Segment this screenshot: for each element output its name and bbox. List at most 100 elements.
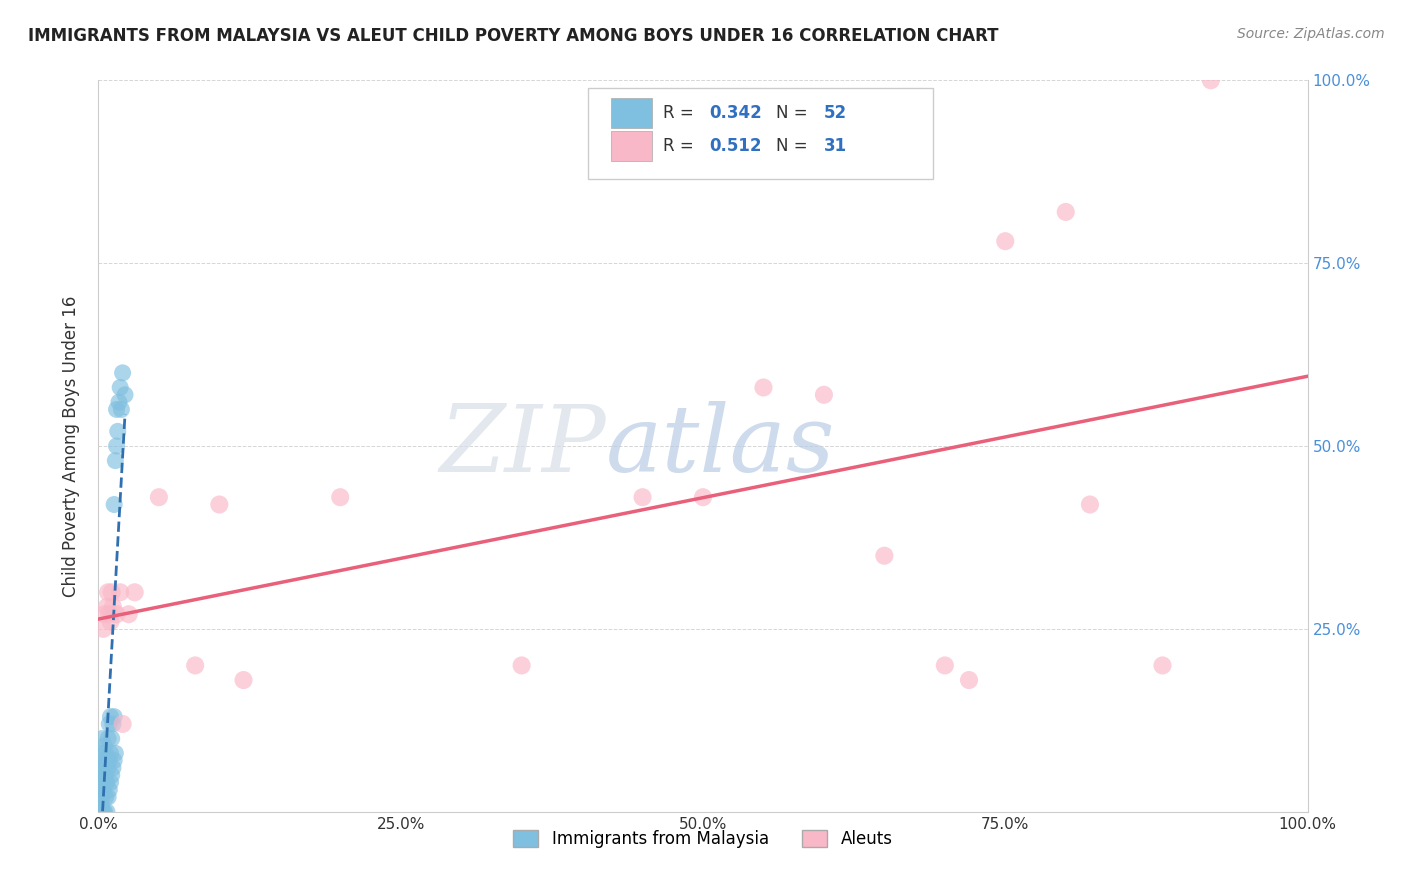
Point: [90, 782, 112, 797]
Point: [118, 607, 141, 622]
Point: [100, 585, 122, 599]
Point: [97, 585, 120, 599]
Point: [91, 782, 114, 797]
Point: [105, 607, 128, 622]
Point: [148, 490, 170, 504]
Point: [89, 790, 111, 805]
Point: [1199, 73, 1222, 87]
Point: [111, 366, 134, 380]
Point: [105, 402, 128, 417]
Point: [91, 754, 114, 768]
Point: [100, 709, 122, 723]
Point: [100, 615, 122, 629]
Point: [91, 768, 114, 782]
Point: [93, 805, 115, 819]
Text: atlas: atlas: [606, 401, 835, 491]
Point: [98, 607, 121, 622]
Point: [994, 234, 1017, 248]
Point: [329, 490, 352, 504]
Point: [90, 761, 112, 775]
Point: [124, 585, 146, 599]
Point: [91, 790, 114, 805]
Point: [97, 790, 120, 805]
Point: [510, 658, 533, 673]
Text: ZIP: ZIP: [440, 401, 606, 491]
Point: [100, 768, 122, 782]
Point: [94, 746, 117, 760]
Point: [631, 490, 654, 504]
Text: 0.342: 0.342: [709, 103, 762, 122]
Text: N =: N =: [776, 136, 813, 154]
Text: R =: R =: [664, 103, 699, 122]
Point: [93, 607, 115, 622]
Point: [100, 775, 122, 789]
Point: [101, 717, 124, 731]
Point: [934, 658, 956, 673]
Point: [98, 717, 121, 731]
Point: [91, 731, 114, 746]
Point: [232, 673, 254, 687]
Legend: Immigrants from Malaysia, Aleuts: Immigrants from Malaysia, Aleuts: [506, 823, 900, 855]
Point: [94, 768, 117, 782]
Point: [105, 439, 128, 453]
FancyBboxPatch shape: [612, 131, 652, 161]
Point: [93, 775, 115, 789]
FancyBboxPatch shape: [588, 87, 932, 179]
Point: [957, 673, 980, 687]
Point: [93, 739, 115, 753]
Text: 31: 31: [824, 136, 846, 154]
Point: [1152, 658, 1174, 673]
Point: [1078, 498, 1101, 512]
Point: [873, 549, 896, 563]
Point: [91, 622, 114, 636]
Point: [103, 709, 125, 723]
Point: [89, 768, 111, 782]
Text: 52: 52: [824, 103, 846, 122]
Point: [103, 498, 125, 512]
Point: [100, 746, 122, 760]
Point: [108, 395, 131, 409]
Point: [114, 388, 136, 402]
Point: [108, 585, 131, 599]
Point: [96, 754, 118, 768]
Point: [184, 658, 207, 673]
Text: N =: N =: [776, 103, 813, 122]
Y-axis label: Child Poverty Among Boys Under 16: Child Poverty Among Boys Under 16: [62, 295, 80, 597]
Point: [93, 761, 115, 775]
Point: [100, 731, 122, 746]
Point: [94, 790, 117, 805]
Point: [90, 797, 112, 812]
Point: [208, 498, 231, 512]
Point: [91, 775, 114, 789]
Point: [1054, 205, 1077, 219]
Point: [89, 805, 111, 819]
Text: 0.512: 0.512: [709, 136, 762, 154]
Point: [101, 599, 124, 614]
Point: [96, 805, 118, 819]
FancyBboxPatch shape: [612, 98, 652, 128]
Point: [98, 754, 121, 768]
Point: [91, 805, 114, 819]
Point: [104, 746, 127, 760]
Point: [103, 754, 125, 768]
Point: [91, 805, 114, 819]
Point: [96, 775, 118, 789]
Point: [97, 731, 120, 746]
Point: [98, 782, 121, 797]
Text: Source: ZipAtlas.com: Source: ZipAtlas.com: [1237, 27, 1385, 41]
Point: [104, 453, 127, 467]
Point: [96, 599, 118, 614]
Text: IMMIGRANTS FROM MALAYSIA VS ALEUT CHILD POVERTY AMONG BOYS UNDER 16 CORRELATION : IMMIGRANTS FROM MALAYSIA VS ALEUT CHILD …: [28, 27, 998, 45]
Point: [111, 717, 134, 731]
Point: [91, 746, 114, 760]
Text: R =: R =: [664, 136, 699, 154]
Point: [692, 490, 714, 504]
Point: [752, 380, 775, 394]
Point: [108, 380, 131, 394]
Point: [107, 425, 129, 439]
Point: [813, 388, 835, 402]
Point: [101, 761, 124, 775]
Point: [97, 761, 120, 775]
Point: [110, 402, 132, 417]
Point: [90, 805, 112, 819]
